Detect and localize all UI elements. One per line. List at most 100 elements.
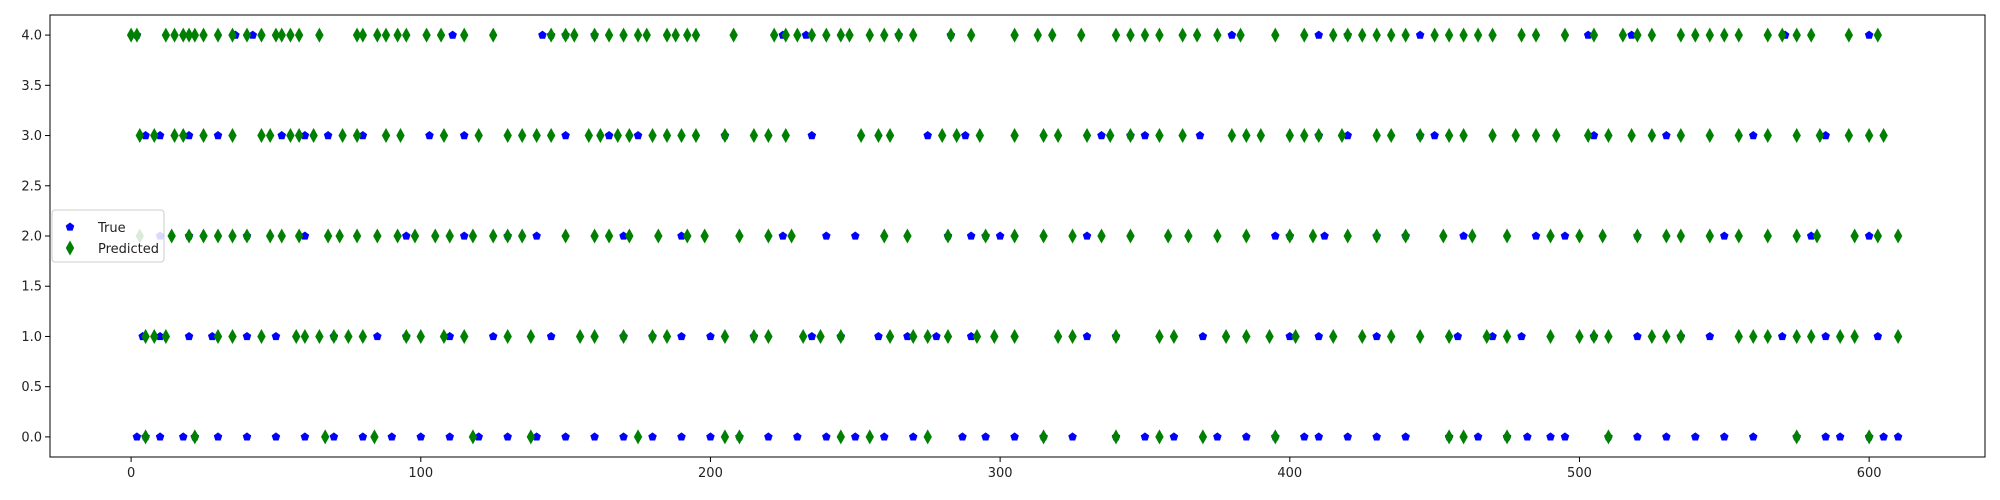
- point-predicted: [1236, 27, 1245, 43]
- point-true: [1430, 131, 1439, 140]
- point-true: [459, 231, 469, 240]
- point-predicted: [836, 27, 846, 43]
- point-predicted: [1439, 228, 1448, 244]
- point-true: [1720, 432, 1729, 441]
- point-true: [1285, 331, 1295, 341]
- point-predicted: [1242, 228, 1251, 244]
- point-predicted: [1546, 228, 1555, 244]
- point-predicted: [1213, 228, 1222, 244]
- point-true: [1488, 331, 1497, 341]
- point-predicted: [294, 228, 304, 244]
- point-true: [184, 131, 194, 140]
- point-true: [300, 231, 310, 240]
- point-predicted: [654, 228, 663, 244]
- point-predicted: [184, 228, 194, 244]
- point-predicted: [683, 27, 692, 43]
- point-predicted: [213, 228, 223, 244]
- point-predicted: [1415, 128, 1425, 144]
- point-predicted: [1178, 27, 1187, 43]
- point-predicted: [1546, 328, 1555, 344]
- point-true: [961, 131, 970, 140]
- point-predicted: [294, 128, 304, 144]
- point-predicted: [309, 128, 318, 144]
- point-predicted: [1482, 328, 1491, 344]
- point-predicted: [816, 328, 825, 344]
- point-predicted: [700, 228, 709, 244]
- series-predicted: [126, 27, 1903, 445]
- point-predicted: [1300, 128, 1309, 144]
- point-true: [1662, 432, 1671, 441]
- point-predicted: [903, 228, 912, 244]
- point-predicted: [436, 27, 446, 43]
- point-predicted: [517, 228, 527, 244]
- point-predicted: [1705, 128, 1715, 144]
- point-predicted: [373, 228, 382, 244]
- point-predicted: [410, 228, 420, 244]
- point-true: [329, 432, 339, 441]
- point-predicted: [923, 328, 932, 344]
- point-predicted: [1271, 27, 1280, 43]
- point-true: [1777, 331, 1787, 341]
- legend-label-true: True: [97, 221, 126, 236]
- point-predicted: [865, 429, 874, 445]
- point-predicted: [1039, 128, 1048, 144]
- point-true: [561, 432, 570, 441]
- point-predicted: [1893, 228, 1903, 244]
- point-predicted: [1329, 328, 1338, 344]
- point-predicted: [170, 128, 179, 144]
- point-true: [1691, 432, 1700, 441]
- point-predicted: [619, 328, 628, 344]
- point-predicted: [546, 128, 556, 144]
- point-true: [677, 231, 686, 240]
- point-predicted: [943, 328, 953, 344]
- point-predicted: [431, 228, 440, 244]
- point-predicted: [1792, 27, 1801, 43]
- point-true: [851, 231, 860, 240]
- point-predicted: [720, 128, 730, 144]
- point-predicted: [749, 328, 759, 344]
- point-predicted: [1676, 27, 1686, 43]
- point-predicted: [1010, 228, 1019, 244]
- point-true: [1169, 432, 1179, 441]
- point-predicted: [228, 27, 237, 43]
- point-predicted: [793, 27, 802, 43]
- point-predicted: [885, 128, 895, 144]
- point-predicted: [277, 27, 286, 43]
- point-predicted: [1806, 27, 1816, 43]
- x-tick-label: 500: [1567, 466, 1592, 481]
- point-true: [1271, 231, 1280, 240]
- point-predicted: [1039, 429, 1048, 445]
- point-predicted: [1358, 328, 1367, 344]
- point-predicted: [1068, 328, 1077, 344]
- point-predicted: [1386, 128, 1396, 144]
- point-predicted: [416, 328, 425, 344]
- point-true: [1633, 432, 1642, 441]
- point-true: [1242, 432, 1251, 441]
- point-predicted: [1308, 228, 1318, 244]
- point-predicted: [474, 128, 483, 144]
- point-true: [958, 432, 967, 441]
- point-predicted: [242, 228, 252, 244]
- point-predicted: [1691, 27, 1700, 43]
- point-predicted: [1618, 27, 1628, 43]
- point-predicted: [764, 128, 773, 144]
- point-true: [677, 432, 686, 441]
- point-true: [1415, 30, 1425, 39]
- point-true: [801, 30, 811, 39]
- point-true: [1140, 432, 1150, 441]
- point-predicted: [561, 228, 570, 244]
- point-predicted: [1835, 328, 1845, 344]
- legend-entry-true: True: [65, 221, 126, 236]
- point-predicted: [1053, 328, 1063, 344]
- point-predicted: [526, 429, 536, 445]
- point-true: [300, 432, 310, 441]
- point-predicted: [358, 27, 368, 43]
- point-true: [538, 30, 547, 39]
- point-true: [1633, 331, 1642, 341]
- point-true: [966, 231, 976, 240]
- point-true: [387, 432, 397, 441]
- point-predicted: [335, 228, 344, 244]
- point-predicted: [648, 328, 657, 344]
- point-predicted: [1604, 429, 1613, 445]
